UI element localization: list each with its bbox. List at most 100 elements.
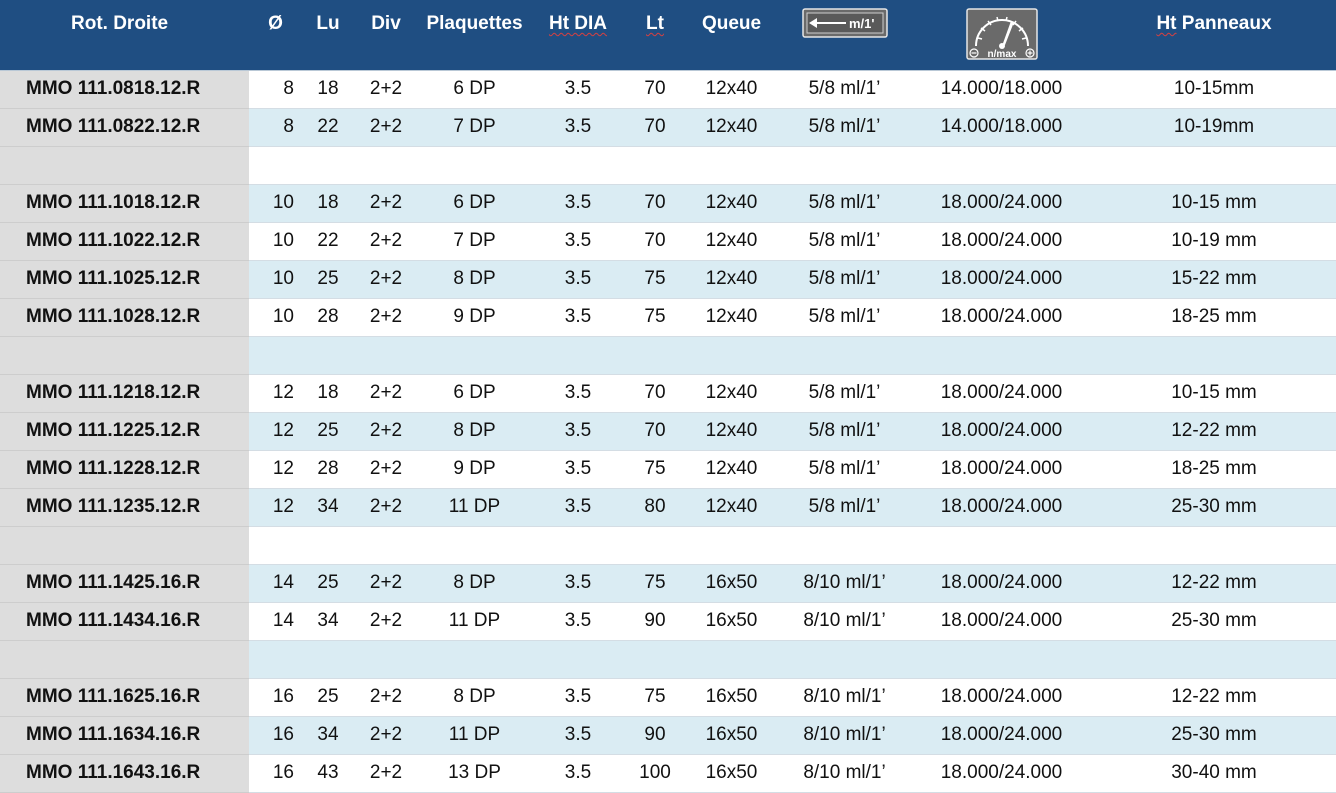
lt-cell: 75 xyxy=(625,678,685,717)
lu-cell: 34 xyxy=(302,602,354,641)
feed-rate-cell: 5/8 ml/1’ xyxy=(778,488,911,527)
ht-dia-cell: 3.5 xyxy=(531,412,625,451)
ref-cell: MMO 111.1018.12.R xyxy=(0,184,249,223)
ht-panneaux-cell: 12-22 mm xyxy=(1092,678,1336,717)
diameter-cell: 14 xyxy=(249,602,302,641)
table-row: MMO 111.1018.12.R 10 18 2+2 6 DP 3.5 70 12x40 5/… xyxy=(0,184,1336,223)
spacer-cell xyxy=(249,526,1336,565)
lt-cell: 70 xyxy=(625,412,685,451)
feed-rate-cell: 5/8 ml/1’ xyxy=(778,108,911,147)
header-ht-dia-label: Ht DIA xyxy=(548,13,608,34)
ht-panneaux-cell: 25-30 mm xyxy=(1092,488,1336,527)
queue-cell: 12x40 xyxy=(685,184,778,223)
feed-rate-cell: 8/10 ml/1’ xyxy=(778,754,911,793)
feed-rate-cell: 5/8 ml/1’ xyxy=(778,450,911,489)
rpm-cell: 18.000/24.000 xyxy=(911,298,1092,337)
lu-cell: 22 xyxy=(302,222,354,261)
table-row: MMO 111.0818.12.R 8 18 2+2 6 DP 3.5 70 12x40 5/8… xyxy=(0,70,1336,109)
div-cell: 2+2 xyxy=(354,184,418,223)
lu-cell: 25 xyxy=(302,564,354,603)
lu-cell: 25 xyxy=(302,678,354,717)
queue-cell: 16x50 xyxy=(685,716,778,755)
div-cell: 2+2 xyxy=(354,716,418,755)
lt-cell: 70 xyxy=(625,108,685,147)
lu-cell: 18 xyxy=(302,374,354,413)
rpm-cell: 18.000/24.000 xyxy=(911,716,1092,755)
ref-cell: MMO 111.1434.16.R xyxy=(0,602,249,641)
header-queue: Queue xyxy=(685,0,778,71)
ht-panneaux-cell: 18-25 mm xyxy=(1092,298,1336,337)
div-cell: 2+2 xyxy=(354,298,418,337)
header-ref: Rot. Droite xyxy=(0,0,249,71)
rpm-cell: 14.000/18.000 xyxy=(911,70,1092,109)
lt-cell: 75 xyxy=(625,450,685,489)
rpm-cell: 18.000/24.000 xyxy=(911,450,1092,489)
lu-cell: 18 xyxy=(302,70,354,109)
ht-panneaux-cell: 25-30 mm xyxy=(1092,716,1336,755)
header-lu: Lu xyxy=(302,0,354,71)
feed-rate-cell: 5/8 ml/1’ xyxy=(778,298,911,337)
plaquettes-cell: 11 DP xyxy=(418,602,531,641)
ref-cell: MMO 111.1643.16.R xyxy=(0,754,249,793)
ref-cell: MMO 111.1235.12.R xyxy=(0,488,249,527)
plaquettes-cell: 8 DP xyxy=(418,412,531,451)
queue-cell: 12x40 xyxy=(685,450,778,489)
lu-cell: 28 xyxy=(302,450,354,489)
diameter-cell: 12 xyxy=(249,412,302,451)
rpm-cell: 18.000/24.000 xyxy=(911,488,1092,527)
div-cell: 2+2 xyxy=(354,108,418,147)
rpm-cell: 18.000/24.000 xyxy=(911,412,1092,451)
queue-cell: 12x40 xyxy=(685,298,778,337)
diameter-cell: 12 xyxy=(249,450,302,489)
lu-cell: 34 xyxy=(302,488,354,527)
diameter-cell: 8 xyxy=(249,108,302,147)
spacer-cell xyxy=(249,146,1336,185)
header-rpm: n/max xyxy=(911,0,1092,71)
lt-cell: 70 xyxy=(625,222,685,261)
svg-text:n/max: n/max xyxy=(987,49,1016,60)
table-row: MMO 111.0822.12.R 8 22 2+2 7 DP 3.5 70 12x40 5/8… xyxy=(0,108,1336,147)
table-row: MMO 111.1235.12.R 12 34 2+2 11 DP 3.5 80 12x40 5… xyxy=(0,488,1336,527)
plaquettes-cell: 13 DP xyxy=(418,754,531,793)
div-cell: 2+2 xyxy=(354,412,418,451)
lu-cell: 25 xyxy=(302,412,354,451)
ref-cell: MMO 111.1025.12.R xyxy=(0,260,249,299)
diameter-cell: 10 xyxy=(249,298,302,337)
ht-panneaux-cell: 25-30 mm xyxy=(1092,602,1336,641)
div-cell: 2+2 xyxy=(354,222,418,261)
ht-dia-cell: 3.5 xyxy=(531,716,625,755)
plaquettes-cell: 7 DP xyxy=(418,222,531,261)
ht-panneaux-cell: 10-15mm xyxy=(1092,70,1336,109)
lt-cell: 90 xyxy=(625,716,685,755)
diameter-cell: 16 xyxy=(249,678,302,717)
feed-rate-cell: 5/8 ml/1’ xyxy=(778,374,911,413)
plaquettes-cell: 9 DP xyxy=(418,298,531,337)
lu-cell: 25 xyxy=(302,260,354,299)
ht-panneaux-cell: 10-15 mm xyxy=(1092,184,1336,223)
ht-panneaux-cell: 10-19 mm xyxy=(1092,222,1336,261)
header-ht-panneaux: Ht Panneaux xyxy=(1092,0,1336,71)
div-cell: 2+2 xyxy=(354,374,418,413)
plaquettes-cell: 6 DP xyxy=(418,184,531,223)
ref-cell: MMO 111.1225.12.R xyxy=(0,412,249,451)
plaquettes-cell: 6 DP xyxy=(418,374,531,413)
div-cell: 2+2 xyxy=(354,488,418,527)
header-feed-rate: m/1' xyxy=(778,0,911,71)
div-cell: 2+2 xyxy=(354,602,418,641)
ht-panneaux-cell: 10-15 mm xyxy=(1092,374,1336,413)
rpm-cell: 18.000/24.000 xyxy=(911,564,1092,603)
queue-cell: 16x50 xyxy=(685,564,778,603)
speed-gauge-icon: n/max xyxy=(965,8,1038,60)
lu-cell: 22 xyxy=(302,108,354,147)
div-cell: 2+2 xyxy=(354,450,418,489)
spacer-cell xyxy=(249,336,1336,375)
lt-cell: 75 xyxy=(625,260,685,299)
table-row: MMO 111.1218.12.R 12 18 2+2 6 DP 3.5 70 12x40 5/… xyxy=(0,374,1336,413)
ref-cell xyxy=(0,146,249,185)
diameter-cell: 10 xyxy=(249,184,302,223)
ref-cell: MMO 111.0818.12.R xyxy=(0,70,249,109)
ht-dia-cell: 3.5 xyxy=(531,222,625,261)
feed-rate-cell: 5/8 ml/1’ xyxy=(778,260,911,299)
ref-cell: MMO 111.1218.12.R xyxy=(0,374,249,413)
